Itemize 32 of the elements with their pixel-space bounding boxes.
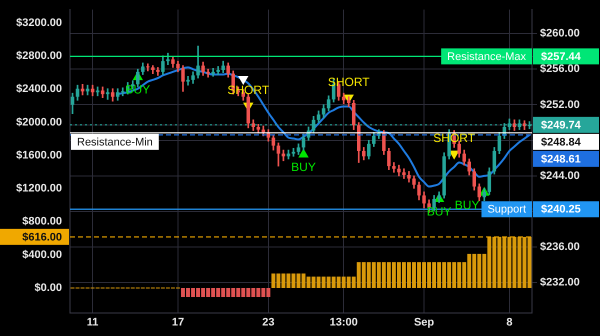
y2-tick-label: $616.00 bbox=[22, 231, 62, 244]
ref-line-label: Resistance-Max bbox=[447, 50, 526, 63]
data-label: BUY bbox=[291, 160, 316, 174]
text: $248.84 bbox=[541, 136, 582, 148]
data-label: BUY bbox=[454, 198, 480, 212]
y2-tick-label: $1600.00 bbox=[16, 149, 62, 162]
y2-tick-label: $800.00 bbox=[22, 216, 62, 228]
y-tick-label: $240.25 bbox=[541, 204, 581, 216]
x-tick-label: 23 bbox=[262, 316, 274, 328]
ref-line-label: Support bbox=[487, 204, 526, 216]
ref-line-label: Resistance-Min bbox=[76, 136, 153, 148]
y2-tick-label: $0.00 bbox=[34, 282, 62, 294]
y2-tick-label: $3200.00 bbox=[16, 16, 62, 29]
y2-tick-label: $2000.00 bbox=[16, 116, 62, 128]
y-tick-label: $249.74 bbox=[541, 119, 582, 132]
y-tick-label: $252.00 bbox=[540, 98, 580, 111]
y2-tick-label: $400.00 bbox=[22, 248, 62, 261]
x-tick-label: Sep bbox=[414, 316, 434, 328]
x-tick-label: 8 bbox=[506, 316, 512, 328]
y-tick-label: $236.00 bbox=[540, 241, 580, 254]
y-tick-label: $256.00 bbox=[540, 63, 580, 76]
y2-tick-label: $2800.00 bbox=[16, 50, 62, 62]
y-tick-label: $257.44 bbox=[541, 50, 582, 63]
y2-tick-label: $2400.00 bbox=[16, 83, 62, 96]
x-tick-label: 13:00 bbox=[330, 316, 358, 328]
x-tick-label: 17 bbox=[172, 316, 184, 328]
text: $248.61 bbox=[541, 153, 581, 166]
y-tick-label: $232.00 bbox=[540, 276, 580, 289]
y-tick-label: $260.00 bbox=[540, 28, 580, 40]
y-tick-label: $244.00 bbox=[540, 170, 580, 182]
y2-tick-label: $1200.00 bbox=[16, 182, 62, 195]
x-tick-label: 11 bbox=[86, 316, 98, 328]
